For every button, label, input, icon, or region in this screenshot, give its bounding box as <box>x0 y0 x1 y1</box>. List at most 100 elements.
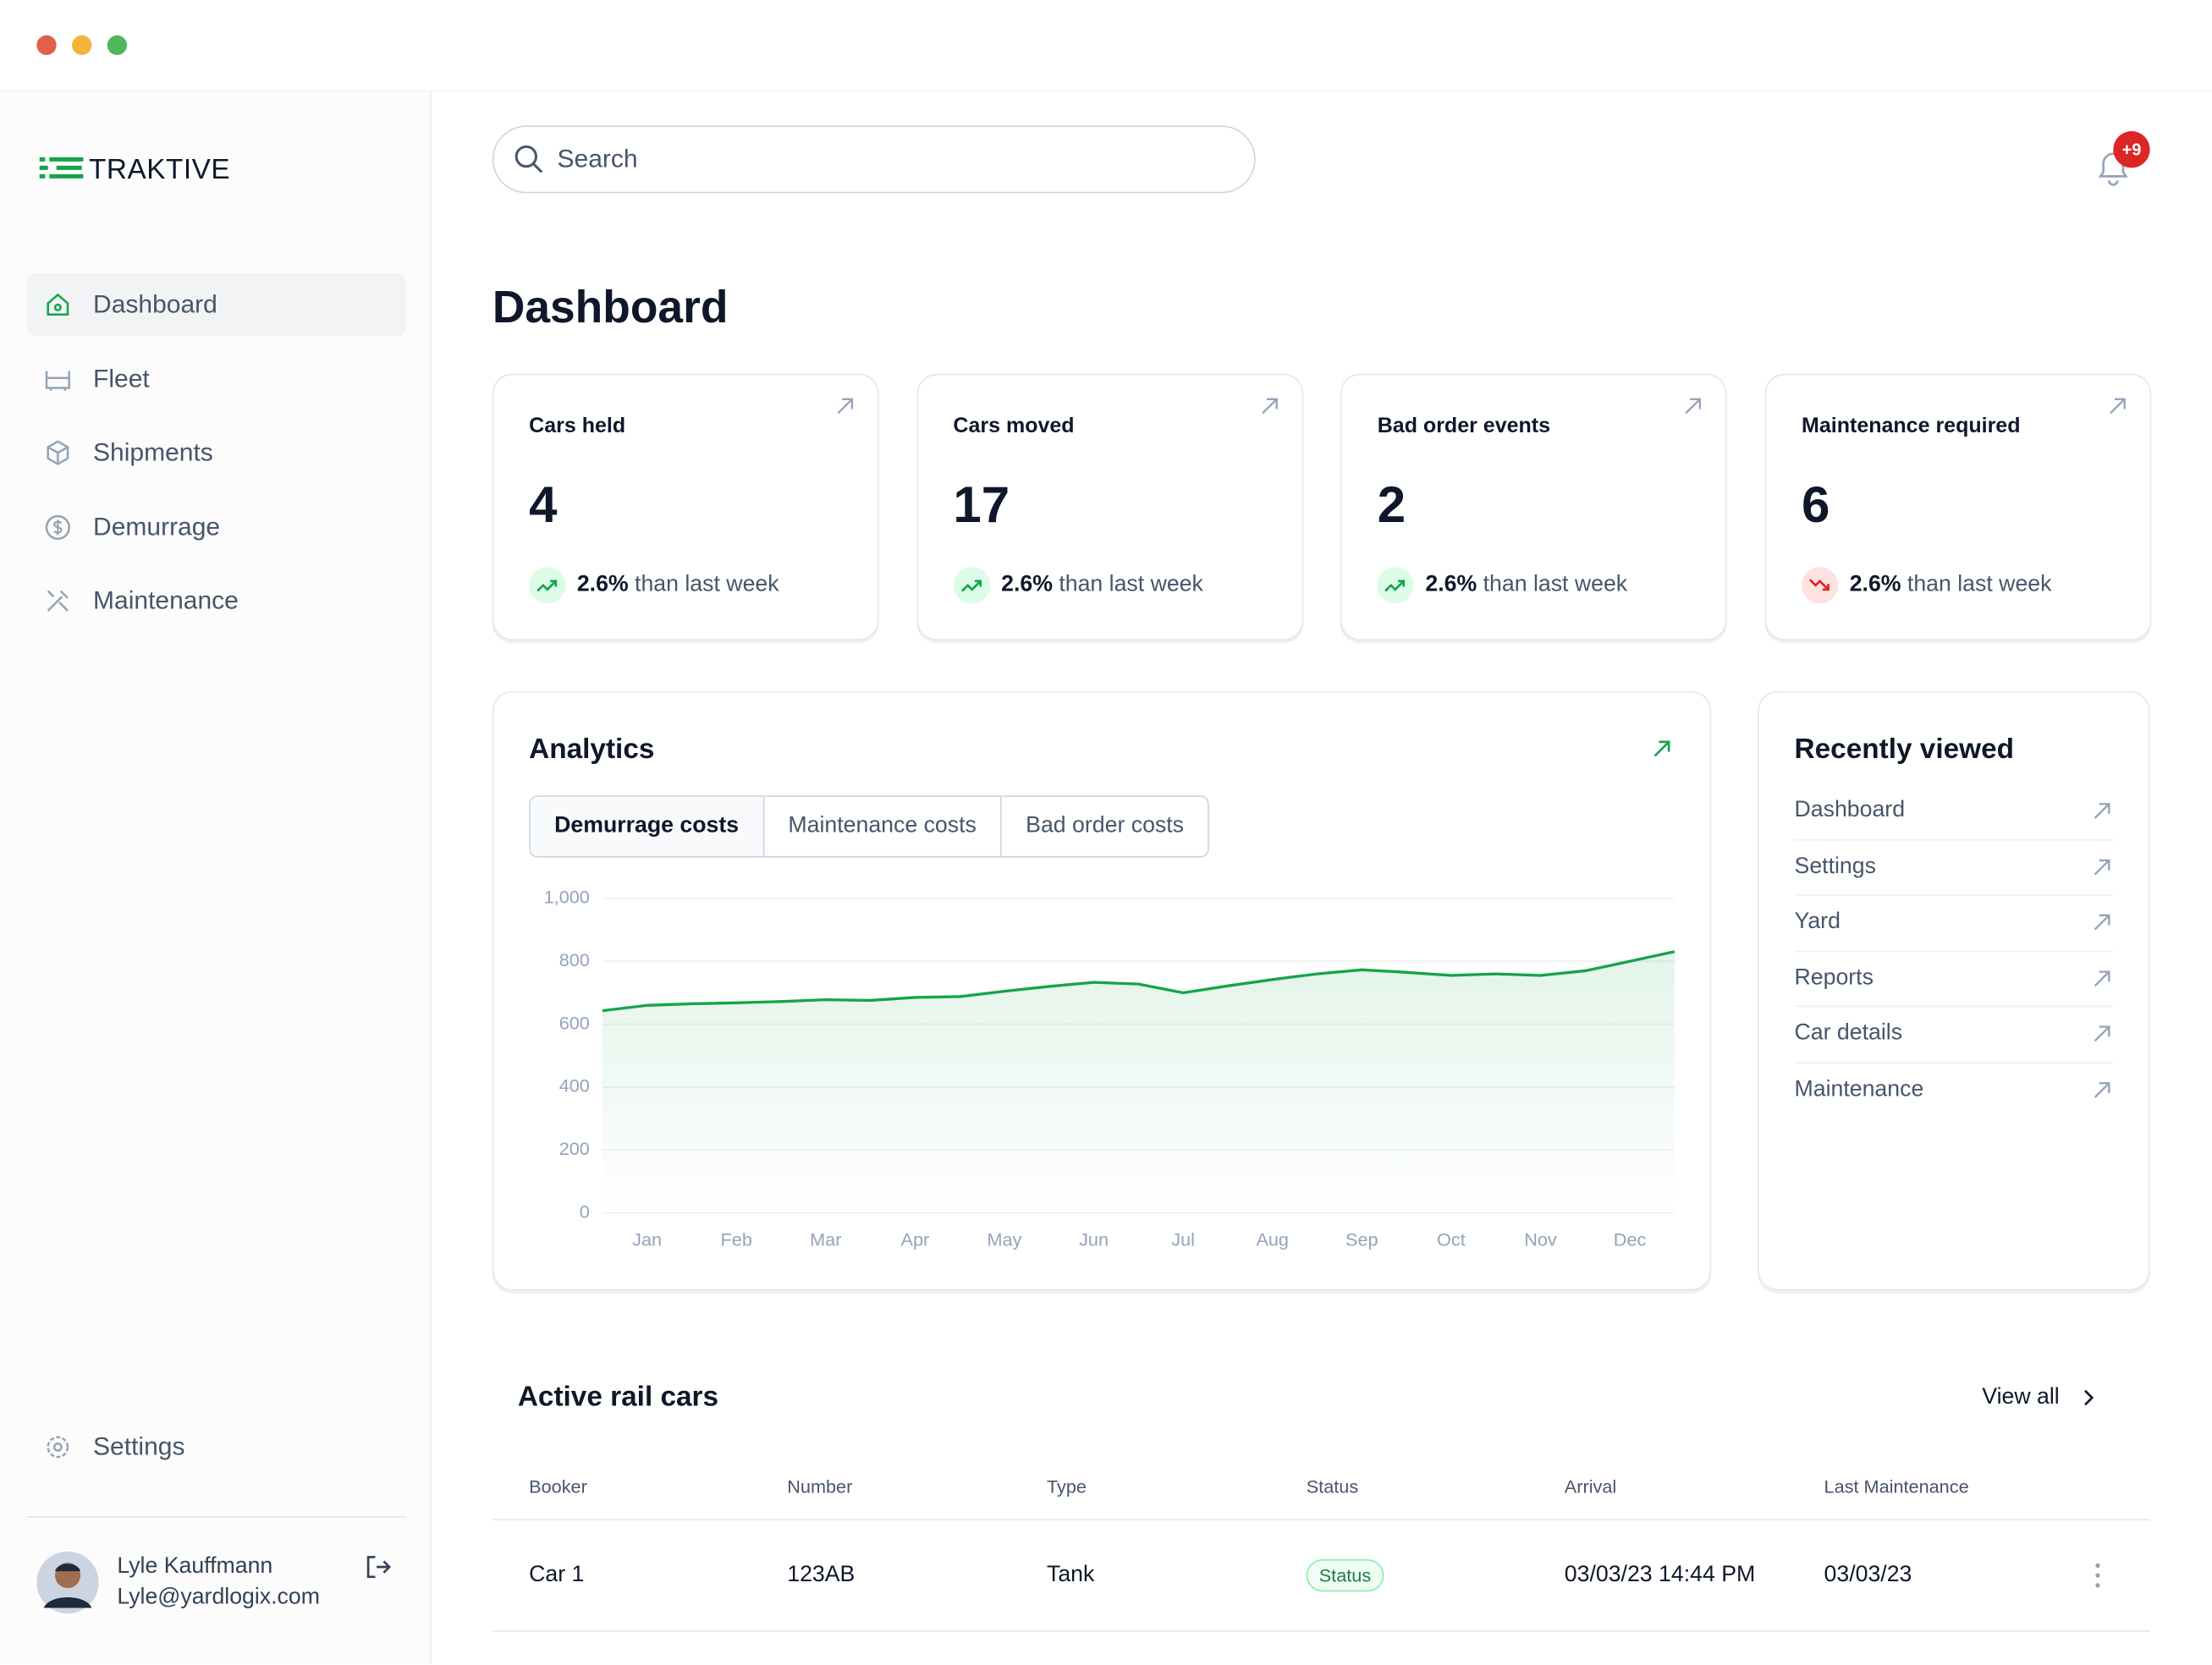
stat-open[interactable] <box>835 396 855 415</box>
stat-title: Maintenance required <box>1802 414 2021 438</box>
notification-badge <box>2113 131 2150 168</box>
close-button[interactable] <box>36 35 57 56</box>
table-cell: 123AB <box>787 1563 856 1587</box>
trend-icon <box>1377 567 1415 604</box>
recent-open[interactable] <box>2092 969 2111 988</box>
search-box[interactable] <box>492 125 1256 194</box>
recent-divider <box>1794 1062 2114 1063</box>
table-header-border <box>492 1519 2150 1521</box>
nav-settings[interactable]: Settings <box>93 1431 185 1461</box>
stat-title: Cars moved <box>953 414 1075 438</box>
x-tick-label: Oct <box>1437 1229 1466 1250</box>
table-cell: Tank <box>1046 1563 1095 1587</box>
y-tick-label: 1,000 <box>544 887 590 908</box>
line <box>602 950 1676 1013</box>
trend-icon <box>529 567 566 604</box>
status-pill: Status <box>1306 1558 1384 1592</box>
avatar <box>36 1551 99 1614</box>
logout-button[interactable] <box>364 1552 392 1580</box>
x-tick-label: Feb <box>721 1229 752 1250</box>
x-tick-label: Aug <box>1256 1229 1289 1250</box>
nav-icon <box>45 370 70 390</box>
nav-item[interactable]: Maintenance <box>93 585 239 615</box>
minimize-button[interactable] <box>72 35 92 56</box>
change-text: than last week <box>1907 572 2052 597</box>
x-tick-label: Mar <box>810 1229 841 1250</box>
change-text: than last week <box>635 572 779 597</box>
recent-title: Recently viewed <box>1794 734 2014 766</box>
nav-item[interactable]: Dashboard <box>93 289 217 318</box>
recent-divider <box>1794 838 2114 840</box>
trend-icon <box>1802 567 1839 604</box>
recent-divider <box>1794 1006 2114 1008</box>
nav-item[interactable]: Fleet <box>93 364 150 393</box>
area <box>602 951 1675 1213</box>
column-header: Booker <box>529 1475 587 1497</box>
recent-item[interactable]: Yard <box>1794 909 1841 934</box>
y-tick-label: 200 <box>559 1138 590 1159</box>
recent-open[interactable] <box>2092 1025 2111 1044</box>
row-menu[interactable] <box>2092 1561 2103 1589</box>
search-placeholder: Search <box>557 144 638 173</box>
sidebar-divider <box>26 1516 407 1518</box>
x-tick-label: Sep <box>1345 1229 1378 1250</box>
change-value: 2.6% <box>1425 572 1477 597</box>
stat-open[interactable] <box>1259 396 1279 415</box>
column-header: Number <box>787 1475 853 1497</box>
recent-open[interactable] <box>2092 857 2111 876</box>
tab[interactable]: Demurrage costs <box>530 796 765 856</box>
recent-open[interactable] <box>2092 1080 2111 1100</box>
stat-title: Cars held <box>529 414 626 438</box>
x-tick-label: Nov <box>1524 1229 1557 1250</box>
tab-group: Demurrage costs Maintenance costs Bad orde… <box>529 795 1210 858</box>
change-text: than last week <box>1483 572 1628 597</box>
stat-change: 2.6% than last week <box>1425 573 1627 598</box>
nav-item[interactable]: Shipments <box>93 437 213 466</box>
stat-open[interactable] <box>2108 396 2127 415</box>
recent-item[interactable]: Settings <box>1794 854 1876 878</box>
change-text: than last week <box>1059 572 1203 597</box>
tab[interactable]: Bad order costs <box>1026 813 1185 838</box>
recent-item[interactable]: Car details <box>1794 1021 1903 1046</box>
table-cell: 03/03/23 <box>1824 1563 1912 1587</box>
line-chart: 0 200 400 600 800 1,000 Jan Feb Mar Apr May Jun Jul A… <box>544 887 1676 1250</box>
recent-card <box>1758 690 2150 1291</box>
view-all-link[interactable]: View all <box>1982 1385 2060 1409</box>
maximize-button[interactable] <box>107 35 128 56</box>
nav-icon <box>45 514 70 540</box>
column-header: Status <box>1306 1475 1359 1497</box>
notification-count: +9 <box>2121 140 2142 160</box>
logo-text: TRAKTIVE <box>89 154 231 186</box>
nav-icon <box>47 293 69 316</box>
analytics-open[interactable] <box>1652 739 1671 759</box>
change-value: 2.6% <box>576 572 629 597</box>
recent-divider <box>1794 950 2114 952</box>
recent-open[interactable] <box>2092 801 2111 821</box>
nav-item[interactable]: Demurrage <box>93 512 221 541</box>
stat-value: 2 <box>1377 475 1406 534</box>
stat-title: Bad order events <box>1377 414 1551 438</box>
user-name: Lyle Kauffmann <box>117 1554 273 1579</box>
sidebar <box>0 91 432 1665</box>
table-cell: Car 1 <box>529 1563 585 1587</box>
x-tick-label: Dec <box>1614 1229 1647 1250</box>
search-icon <box>514 145 543 173</box>
trend-icon <box>953 567 990 604</box>
recent-item[interactable]: Maintenance <box>1794 1077 1924 1102</box>
logo-icon <box>39 157 84 179</box>
recent-open[interactable] <box>2092 913 2111 932</box>
stat-value: 17 <box>953 475 1010 534</box>
column-header: Arrival <box>1564 1475 1617 1497</box>
recent-item[interactable]: Reports <box>1794 965 1874 990</box>
view-all-chevron <box>2084 1389 2094 1406</box>
user-email: Lyle@yardlogix.com <box>117 1585 320 1610</box>
stat-change: 2.6% than last week <box>577 573 779 598</box>
recent-divider <box>1794 894 2114 896</box>
x-tick-label: Jun <box>1079 1229 1109 1250</box>
y-tick-label: 400 <box>559 1075 590 1096</box>
stat-open[interactable] <box>1683 396 1703 415</box>
tab[interactable]: Maintenance costs <box>764 796 1002 856</box>
analytics-title: Analytics <box>529 734 655 766</box>
recent-item[interactable]: Dashboard <box>1794 798 1906 822</box>
